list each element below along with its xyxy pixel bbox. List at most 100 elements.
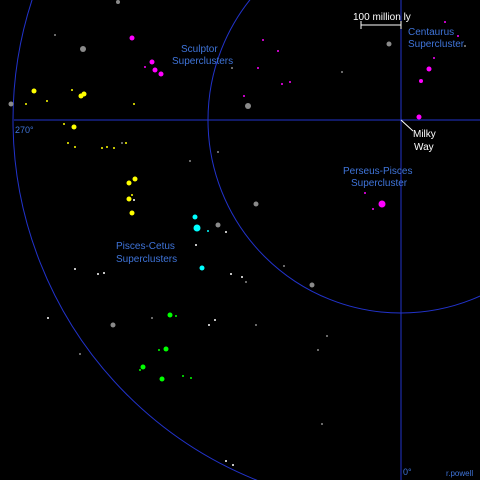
white-galaxy-point xyxy=(74,268,76,270)
cyan-galaxy-point xyxy=(199,265,205,271)
green-galaxy-point xyxy=(158,349,160,351)
white-galaxy-point xyxy=(214,319,216,321)
white-galaxy-point xyxy=(225,460,227,462)
magenta-galaxy-point xyxy=(281,83,283,85)
green-galaxy-point xyxy=(139,369,141,371)
yellow-galaxy-point xyxy=(126,196,132,202)
gray-galaxy-point xyxy=(110,322,116,328)
yellow-galaxy-point xyxy=(71,89,73,91)
centaurus-label-line2: Supercluster xyxy=(408,39,465,50)
galaxy-points xyxy=(8,0,466,466)
yellow-galaxy-point xyxy=(106,146,108,148)
gray-galaxy-point xyxy=(215,222,221,228)
yellow-galaxy-point xyxy=(129,210,135,216)
gray-galaxy-point xyxy=(309,282,315,288)
magenta-galaxy-point xyxy=(364,192,366,194)
milky-way-label-line2: Way xyxy=(414,142,434,153)
yellow-galaxy-point xyxy=(126,180,132,186)
perseus-pisces-label-line1: Perseus-Pisces xyxy=(343,166,412,177)
magenta-galaxy-point xyxy=(372,208,374,210)
gray-galaxy-point xyxy=(464,45,466,47)
cyan-galaxy-point xyxy=(207,230,209,232)
gray-galaxy-point xyxy=(253,201,259,207)
magenta-galaxy-point xyxy=(416,114,422,120)
gray-galaxy-point xyxy=(245,103,251,109)
green-galaxy-point xyxy=(182,375,184,377)
angle-0-label: 0° xyxy=(403,467,412,477)
cyan-galaxy-point xyxy=(193,224,201,232)
gray-galaxy-point xyxy=(54,34,56,36)
green-galaxy-point xyxy=(163,346,169,352)
gray-galaxy-point xyxy=(317,349,319,351)
outer-distance-ring xyxy=(12,0,258,480)
green-galaxy-point xyxy=(159,376,165,382)
gray-galaxy-point xyxy=(341,71,343,73)
gray-galaxy-point xyxy=(217,151,219,153)
gray-galaxy-point xyxy=(386,41,392,47)
yellow-galaxy-point xyxy=(67,142,69,144)
milky-way-label-line1: Milky xyxy=(413,129,436,140)
gray-galaxy-point xyxy=(121,142,123,144)
magenta-galaxy-point xyxy=(378,200,386,208)
magenta-galaxy-point xyxy=(158,71,164,77)
gray-galaxy-point xyxy=(283,265,285,267)
perseus-pisces-label-line2: Supercluster xyxy=(351,178,408,189)
green-galaxy-point xyxy=(167,312,173,318)
gray-galaxy-point xyxy=(151,317,153,319)
magenta-galaxy-point xyxy=(277,50,279,52)
credit-label: r.powell xyxy=(446,469,473,478)
white-galaxy-point xyxy=(208,324,210,326)
scale-label: 100 million ly xyxy=(353,12,411,23)
gray-galaxy-point xyxy=(321,423,323,425)
gray-galaxy-point xyxy=(116,0,120,4)
magenta-galaxy-point xyxy=(149,59,155,65)
milky-way-pointer xyxy=(400,119,414,132)
magenta-galaxy-point xyxy=(426,66,432,72)
green-galaxy-point xyxy=(190,377,192,379)
magenta-galaxy-point xyxy=(144,66,146,68)
yellow-galaxy-point xyxy=(101,147,103,149)
magenta-galaxy-point xyxy=(457,35,459,37)
gray-galaxy-point xyxy=(79,353,81,355)
magenta-galaxy-point xyxy=(243,95,245,97)
white-galaxy-point xyxy=(241,276,243,278)
white-galaxy-point xyxy=(47,317,49,319)
yellow-galaxy-point xyxy=(113,147,115,149)
gray-galaxy-point xyxy=(189,160,191,162)
white-galaxy-point xyxy=(232,464,234,466)
yellow-galaxy-point xyxy=(71,124,77,130)
white-galaxy-point xyxy=(230,273,232,275)
pisces-cetus-label-line2: Superclusters xyxy=(116,254,177,265)
magenta-galaxy-point xyxy=(257,67,259,69)
gray-galaxy-point xyxy=(255,324,257,326)
white-galaxy-point xyxy=(97,273,99,275)
sculptor-label-line1: Sculptor xyxy=(181,44,218,55)
gray-galaxy-point xyxy=(8,101,14,107)
magenta-galaxy-point xyxy=(433,57,435,59)
pisces-cetus-label-line1: Pisces-Cetus xyxy=(116,241,175,252)
cyan-galaxy-point xyxy=(192,214,198,220)
yellow-galaxy-point xyxy=(74,146,76,148)
magenta-galaxy-point xyxy=(289,81,291,83)
yellow-galaxy-point xyxy=(81,91,87,97)
grid xyxy=(12,0,480,480)
magenta-galaxy-point xyxy=(129,35,135,41)
yellow-galaxy-point xyxy=(133,103,135,105)
angle-270-label: 270° xyxy=(15,125,34,135)
scale-bar xyxy=(360,21,402,29)
yellow-galaxy-point xyxy=(46,100,48,102)
yellow-galaxy-point xyxy=(25,103,27,105)
magenta-galaxy-point xyxy=(152,67,158,73)
centaurus-label-line1: Centaurus xyxy=(408,27,454,38)
white-galaxy-point xyxy=(133,199,135,201)
gray-galaxy-point xyxy=(245,281,247,283)
magenta-galaxy-point xyxy=(444,21,446,23)
yellow-galaxy-point xyxy=(63,123,65,125)
sculptor-label-line2: Superclusters xyxy=(172,56,233,67)
yellow-galaxy-point xyxy=(132,176,138,182)
magenta-galaxy-point xyxy=(419,79,423,83)
magenta-galaxy-point xyxy=(262,39,264,41)
gray-galaxy-point xyxy=(326,335,328,337)
